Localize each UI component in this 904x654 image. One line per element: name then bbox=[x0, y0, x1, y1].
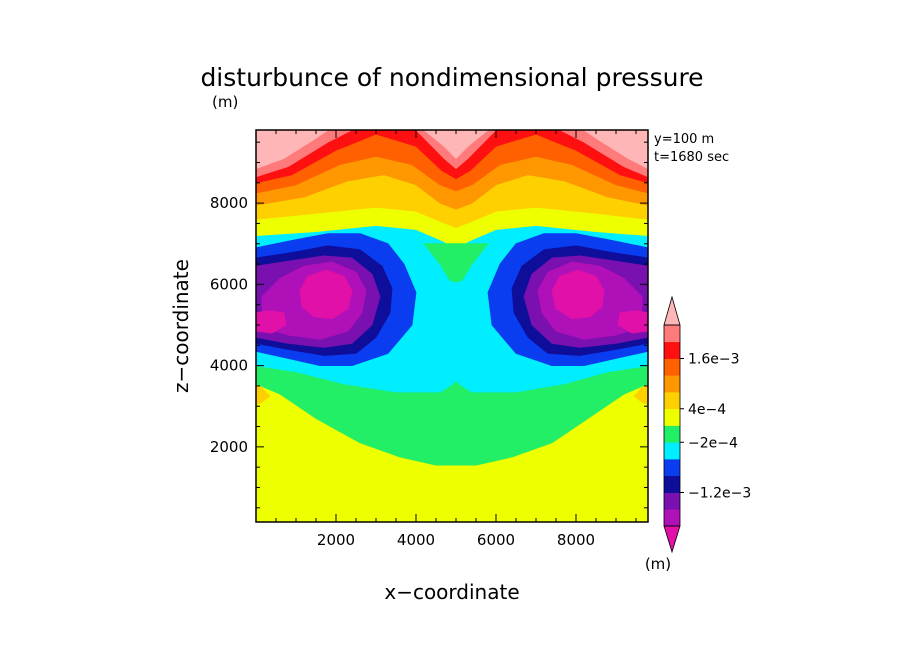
colorbar-band bbox=[664, 475, 680, 493]
colorbar-band bbox=[664, 459, 680, 477]
colorbar-bottom-triangle bbox=[663, 525, 681, 554]
contour-region-24 bbox=[633, 385, 648, 405]
y-axis-label: z−coordinate bbox=[169, 259, 193, 393]
colorbar-unit: (m) bbox=[645, 555, 671, 573]
contour-region-9 bbox=[256, 130, 648, 170]
annotation-t: t=1680 sec bbox=[654, 150, 729, 165]
colorbar-band bbox=[664, 341, 680, 359]
colorbar-label: 1.6e−3 bbox=[688, 352, 740, 368]
x-tick-label: 8000 bbox=[557, 531, 595, 549]
axis-ticks: 2000 4000 6000 8000 2000 4000 6000 8000 bbox=[210, 130, 648, 549]
x-tick-label: 6000 bbox=[477, 531, 515, 549]
chart-title: disturbunce of nondimensional pressure bbox=[200, 63, 703, 92]
contour-region-19 bbox=[299, 269, 353, 320]
y-tick-label: 8000 bbox=[210, 194, 248, 212]
contour-region-22 bbox=[617, 310, 648, 334]
plot-frame bbox=[255, 129, 649, 523]
colorbar-top-triangle bbox=[663, 295, 681, 326]
colorbar-band bbox=[664, 325, 680, 343]
colorbar-band bbox=[664, 408, 680, 426]
contour-region-20 bbox=[551, 269, 605, 320]
y-tick-label: 2000 bbox=[210, 438, 248, 456]
colorbar-band bbox=[664, 442, 680, 460]
annotation-y: y=100 m bbox=[654, 132, 714, 147]
contour-region-10 bbox=[423, 243, 489, 283]
y-tick-label: 6000 bbox=[210, 275, 248, 293]
contour-region-23 bbox=[256, 385, 271, 405]
x-tick-label: 2000 bbox=[317, 531, 355, 549]
contour-region-21 bbox=[256, 310, 287, 334]
contour-fills bbox=[256, 130, 648, 522]
colorbar-band bbox=[664, 392, 680, 410]
x-axis-label: x−coordinate bbox=[384, 580, 519, 604]
title-unit: (m) bbox=[212, 93, 238, 111]
x-tick-label: 4000 bbox=[397, 531, 435, 549]
colorbar-frame bbox=[663, 324, 681, 527]
colorbar-band bbox=[664, 492, 680, 510]
colorbar: 1.6e−3 4e−4 −2e−4 −1.2e−3 bbox=[663, 295, 751, 554]
colorbar-band bbox=[664, 509, 680, 527]
colorbar-band bbox=[664, 375, 680, 393]
colorbar-label: 4e−4 bbox=[688, 402, 726, 418]
colorbar-band bbox=[664, 358, 680, 376]
colorbar-label: −1.2e−3 bbox=[688, 486, 751, 502]
y-tick-label: 4000 bbox=[210, 357, 248, 375]
colorbar-label: −2e−4 bbox=[688, 435, 738, 451]
colorbar-band bbox=[664, 425, 680, 443]
